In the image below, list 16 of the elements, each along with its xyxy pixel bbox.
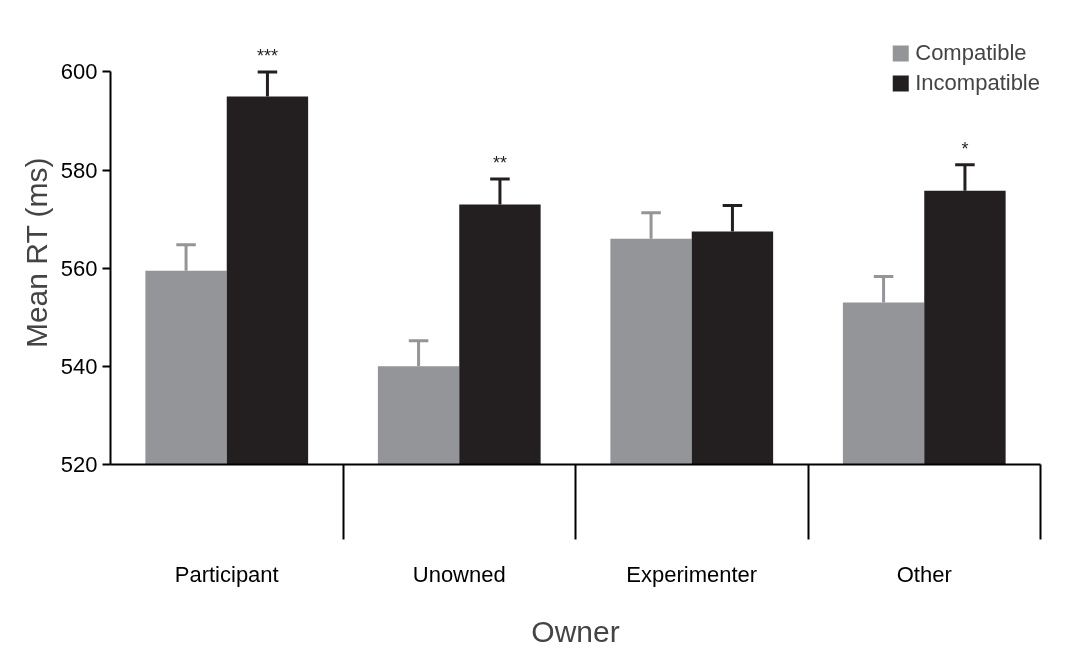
y-tick-label: 540: [60, 353, 98, 379]
y-tick-label: 580: [60, 157, 98, 183]
x-tick-label: Unowned: [412, 561, 506, 587]
y-tick-label: 560: [60, 255, 98, 281]
x-tick-label: Other: [896, 561, 952, 587]
y-tick-label: 600: [60, 59, 98, 85]
x-tick-label: Participant: [174, 561, 279, 587]
y-tick-label: 520: [60, 452, 98, 477]
data-label: **: [492, 152, 507, 173]
legend-label: Incompatible: [915, 70, 1040, 96]
data-label: ***: [256, 45, 278, 66]
legend-label: Compatible: [915, 40, 1027, 66]
data-label: *: [961, 138, 969, 159]
x-tick-label: Experimenter: [626, 561, 758, 587]
x-axis-title: Owner: [531, 614, 620, 648]
y-axis-title: Mean RT (ms): [19, 157, 53, 349]
